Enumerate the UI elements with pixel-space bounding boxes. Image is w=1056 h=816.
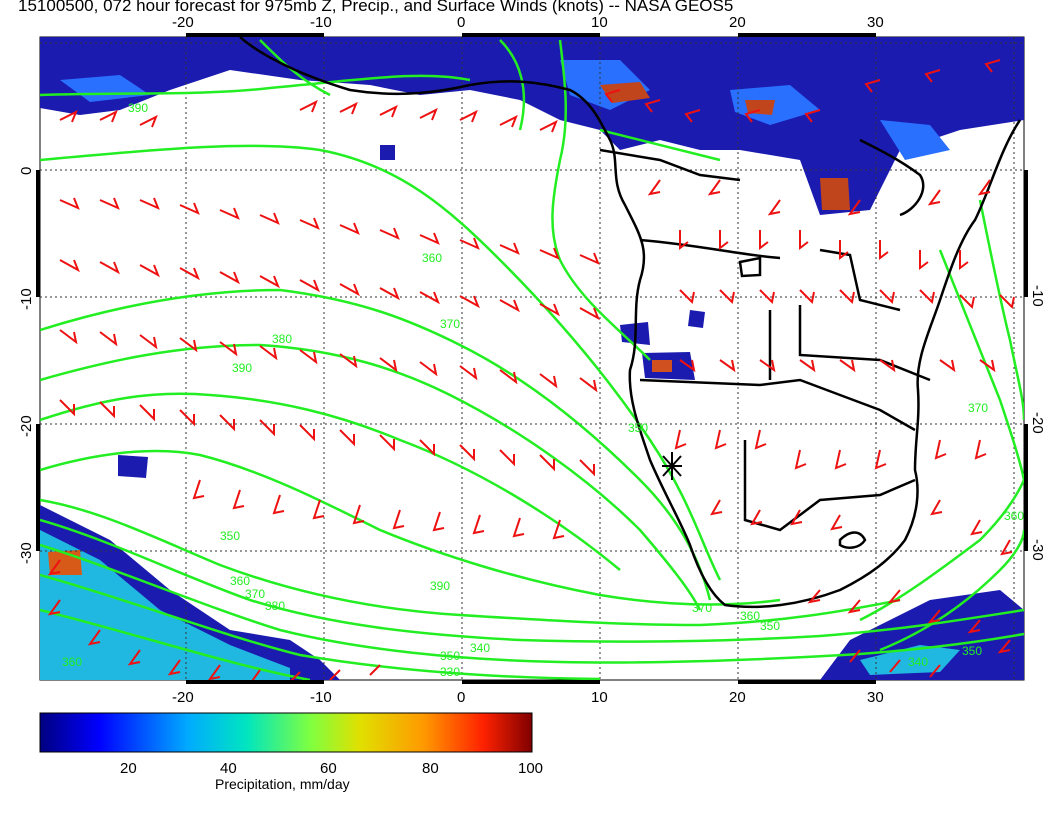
- lat-labels-right: -10 -20 -30: [1029, 285, 1046, 561]
- lon-label: 30: [867, 689, 884, 706]
- contour-label: 370: [692, 601, 712, 615]
- precip-angola: [620, 322, 695, 380]
- contour-label: 390: [430, 579, 450, 593]
- contour-label: 390: [232, 361, 252, 375]
- contour-label: 360: [422, 251, 442, 265]
- lat-label: -20: [1029, 412, 1046, 434]
- colorbar-title: Precipitation, mm/day: [215, 776, 350, 792]
- lon-label: 10: [591, 689, 608, 706]
- lon-label: 0: [457, 14, 465, 31]
- colorbar-tick: 80: [422, 760, 439, 777]
- contour-label: 350: [628, 421, 648, 435]
- colorbar-tick: 60: [320, 760, 337, 777]
- lon-labels-bottom: -20 -10 0 10 20 30: [172, 689, 884, 706]
- contour-label: 360: [740, 609, 760, 623]
- lon-label: 20: [729, 14, 746, 31]
- contour-labels: 390 360 370 380 390 350 350 360 370 380 …: [62, 101, 1024, 679]
- lon-label: -20: [172, 14, 194, 31]
- colorbar-tick: 40: [220, 760, 237, 777]
- contour-label: 370: [440, 317, 460, 331]
- lat-label: -30: [1029, 539, 1046, 561]
- precip-southeast-inner: [860, 645, 960, 675]
- wind-barbs: [47, 59, 1015, 680]
- colorbar-ticks: 20 40 60 80 100: [120, 760, 543, 777]
- lon-label: 10: [591, 14, 608, 31]
- contour-label: 380: [272, 332, 292, 346]
- lat-label: 0: [18, 167, 35, 175]
- lon-label: -10: [310, 689, 332, 706]
- contour-label: 350: [962, 644, 982, 658]
- contour-label: 370: [968, 401, 988, 415]
- contour-label: 350: [760, 619, 780, 633]
- contour-label: 340: [470, 641, 490, 655]
- contour-label: 360: [62, 655, 82, 669]
- contour-label: 360: [230, 574, 250, 588]
- contour-label: 350: [220, 529, 240, 543]
- precip-colorbar: [39, 712, 533, 753]
- contour-label: 380: [265, 599, 285, 613]
- station-marker-asterisk: [662, 452, 682, 480]
- contour-label: 360: [1004, 509, 1024, 523]
- contour-label: 330: [440, 665, 460, 679]
- lat-label: -30: [18, 542, 35, 564]
- lon-label: 0: [457, 689, 465, 706]
- coastlines: [239, 37, 1022, 609]
- lat-label: -20: [18, 415, 35, 437]
- height-contours: [40, 39, 1024, 680]
- precip-north-core: [600, 82, 850, 210]
- contour-label: 390: [128, 101, 148, 115]
- lat-label: -10: [18, 288, 35, 310]
- map-title: 15100500, 072 hour forecast for 975mb Z,…: [18, 0, 734, 15]
- precip-angola-core: [652, 360, 672, 372]
- lon-label: 30: [867, 14, 884, 31]
- frame-ticks: [36, 33, 1028, 684]
- graticule: [40, 37, 1024, 680]
- contour-label: 340: [908, 655, 928, 669]
- precip-north-band: [40, 37, 1024, 215]
- lat-label: -10: [1029, 285, 1046, 307]
- lon-label: 20: [729, 689, 746, 706]
- colorbar-tick: 100: [518, 760, 543, 777]
- lon-labels-top: -20 -10 0 10 20 30: [172, 14, 884, 31]
- lon-label: -20: [172, 689, 194, 706]
- lat-labels-left: 0 -10 -20 -30: [18, 167, 35, 564]
- colorbar-tick: 20: [120, 760, 137, 777]
- lon-label: -10: [310, 14, 332, 31]
- contour-label: 370: [245, 587, 265, 601]
- contour-label: 350: [440, 649, 460, 663]
